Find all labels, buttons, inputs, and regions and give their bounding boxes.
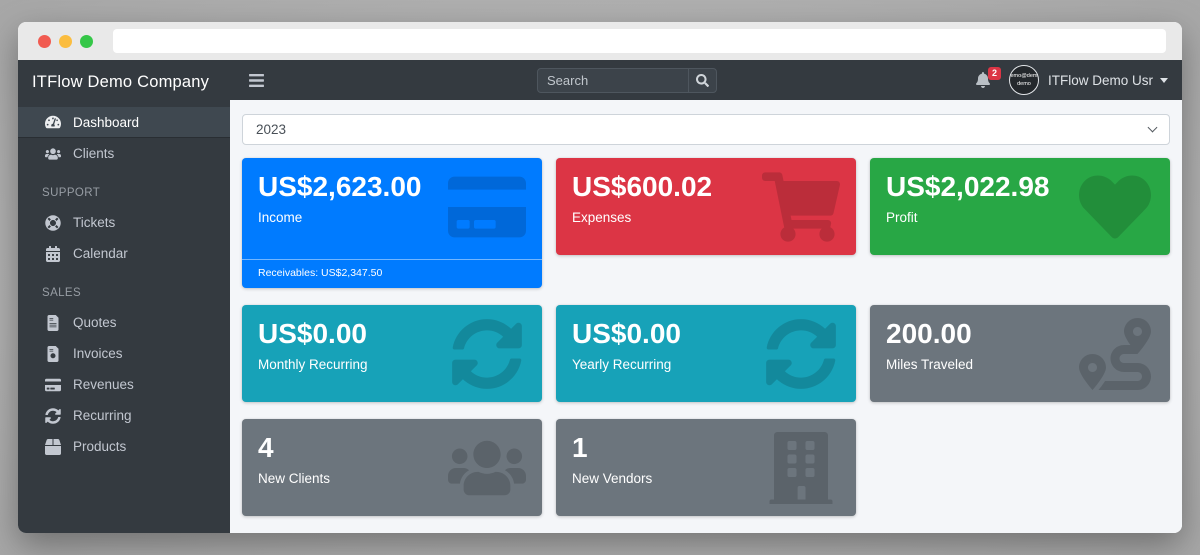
top-navbar: 2 demo@demo demo ITFlow Demo Usr (230, 60, 1182, 100)
sync-icon (448, 318, 526, 390)
address-bar[interactable] (113, 29, 1166, 53)
card-label: New Clients (258, 471, 331, 487)
life-ring-icon (45, 215, 61, 231)
card-value: 1 (572, 432, 588, 463)
chevron-down-icon (1147, 122, 1158, 133)
user-name: ITFlow Demo Usr (1047, 72, 1153, 88)
caret-down-icon (1160, 77, 1168, 83)
search-button[interactable] (688, 69, 716, 92)
sidebar-item-quotes[interactable]: Quotes (18, 307, 230, 338)
avatar[interactable]: demo@demo demo (1008, 65, 1039, 95)
credit-card-icon (448, 171, 526, 243)
sidebar-item-products[interactable]: Products (18, 431, 230, 462)
notifications-button[interactable]: 2 (975, 67, 1001, 88)
sidebar-item-revenues[interactable]: Revenues (18, 369, 230, 400)
sidebar-item-invoices[interactable]: Invoices (18, 338, 230, 369)
content-area: 2023 US$2,623.00 Income Receivables: US$… (230, 100, 1182, 533)
new-clients-card[interactable]: 4 New Clients (242, 419, 542, 516)
users-icon (448, 432, 526, 504)
sidebar-toggle-button[interactable] (248, 72, 265, 89)
card-value: US$0.00 (258, 318, 367, 349)
card-value: US$2,623.00 (258, 171, 422, 202)
user-menu[interactable]: ITFlow Demo Usr (1048, 73, 1172, 88)
monthly-recurring-card[interactable]: US$0.00 Monthly Recurring (242, 305, 542, 402)
browser-titlebar (18, 22, 1182, 60)
notification-badge: 2 (987, 67, 1001, 80)
sidebar-item-dashboard[interactable]: Dashboard (18, 107, 230, 138)
search-input[interactable] (538, 69, 688, 92)
avatar-text-line1: demo@demo (1008, 72, 1039, 79)
sidebar-item-clients[interactable]: Clients (18, 138, 230, 169)
window-close-button[interactable] (38, 34, 51, 48)
card-value: 200.00 (886, 318, 972, 349)
profit-card[interactable]: US$2,022.98 Profit (870, 158, 1170, 255)
sidebar-section-support: SUPPORT (42, 187, 101, 199)
sidebar-item-label: Quotes (73, 315, 117, 330)
card-value: 4 (258, 432, 274, 463)
sidebar-item-tickets[interactable]: Tickets (18, 207, 230, 238)
brand-link[interactable]: ITFlow Demo Company (32, 73, 210, 91)
new-vendors-card[interactable]: 1 New Vendors (556, 419, 856, 516)
miles-traveled-card[interactable]: 200.00 Miles Traveled (870, 305, 1170, 402)
navbar-right: 2 demo@demo demo ITFlow Demo Usr (975, 65, 1172, 95)
cards-grid: US$2,623.00 Income Receivables: US$2,347… (242, 158, 1170, 516)
sidebar-nav: Dashboard Clients SUPPORT Tickets Calend… (18, 105, 230, 462)
income-card[interactable]: US$2,623.00 Income Receivables: US$2,347… (242, 158, 542, 288)
sidebar-item-label: Products (73, 439, 127, 454)
card-label: Yearly Recurring (572, 357, 672, 373)
sidebar-item-label: Clients (73, 146, 115, 161)
calendar-icon (45, 246, 61, 262)
app-root: ITFlow Demo Company Dashboard Clients SU… (18, 60, 1182, 533)
sidebar-item-label: Dashboard (73, 114, 140, 130)
sidebar-item-recurring[interactable]: Recurring (18, 400, 230, 431)
card-label: New Vendors (572, 471, 653, 487)
year-select-value: 2023 (256, 122, 287, 137)
tachometer-icon (45, 114, 61, 130)
sidebar-item-label: Revenues (73, 377, 134, 392)
card-label: Miles Traveled (886, 357, 974, 373)
building-icon (762, 432, 840, 504)
card-label: Expenses (572, 210, 632, 226)
card-label: Income (258, 210, 303, 226)
browser-window: ITFlow Demo Company Dashboard Clients SU… (18, 22, 1182, 533)
window-minimize-button[interactable] (59, 34, 72, 48)
file-invoice-icon (45, 315, 61, 331)
sync-icon (45, 408, 61, 424)
route-icon (1076, 318, 1154, 390)
search-icon (696, 74, 709, 87)
card-value: US$600.02 (572, 171, 713, 202)
sidebar-section-sales: SALES (42, 287, 82, 299)
sidebar-item-calendar[interactable]: Calendar (18, 238, 230, 269)
expenses-card[interactable]: US$600.02 Expenses (556, 158, 856, 255)
credit-card-icon (45, 377, 61, 393)
sidebar-item-label: Calendar (73, 246, 128, 261)
main-column: 2 demo@demo demo ITFlow Demo Usr 2023 (230, 60, 1182, 533)
users-icon (45, 146, 61, 162)
sidebar-item-label: Invoices (73, 346, 123, 361)
sidebar: ITFlow Demo Company Dashboard Clients SU… (18, 60, 230, 533)
year-select[interactable]: 2023 (242, 114, 1170, 145)
shopping-cart-icon (762, 171, 840, 243)
card-label: Profit (886, 210, 918, 226)
sidebar-item-label: Tickets (73, 215, 116, 230)
card-label: Monthly Recurring (258, 357, 368, 373)
sidebar-item-label: Recurring (73, 408, 132, 423)
card-value: US$0.00 (572, 318, 681, 349)
window-zoom-button[interactable] (80, 34, 93, 48)
search-form (537, 68, 717, 93)
yearly-recurring-card[interactable]: US$0.00 Yearly Recurring (556, 305, 856, 402)
heart-icon (1076, 171, 1154, 243)
avatar-text-line2: demo (1017, 81, 1031, 87)
file-invoice-dollar-icon (45, 346, 61, 362)
sync-icon (762, 318, 840, 390)
card-value: US$2,022.98 (886, 171, 1050, 202)
box-icon (45, 439, 61, 455)
bars-icon (248, 72, 265, 89)
income-card-footer: Receivables: US$2,347.50 (242, 259, 542, 288)
